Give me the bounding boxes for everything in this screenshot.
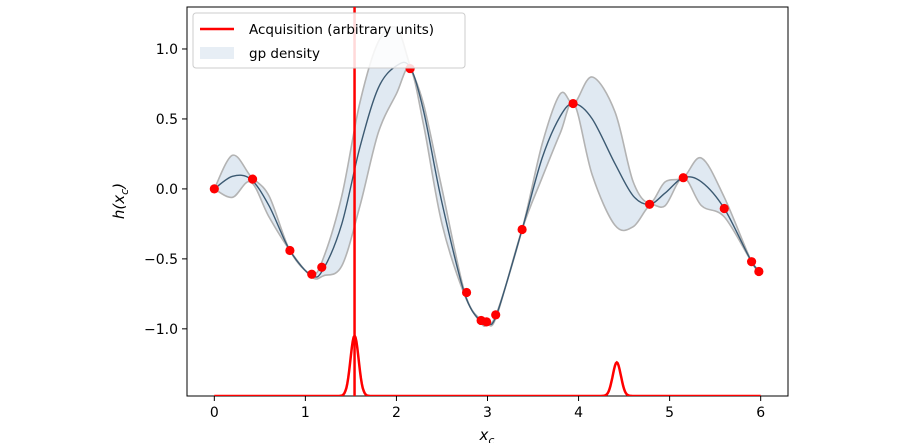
legend: Acquisition (arbitrary units) gp density bbox=[192, 12, 466, 69]
y-tick-label: 1.0 bbox=[156, 42, 178, 58]
y-axis-label: h(xc) bbox=[110, 183, 131, 219]
gp-lower-bound bbox=[213, 66, 762, 327]
legend-swatch-gp-density bbox=[200, 47, 234, 59]
x-axis-label: xc bbox=[479, 426, 495, 443]
x-tick-label: 5 bbox=[665, 405, 674, 421]
y-axis-ticks: 1.0 0.5 0.0 −0.5 −1.0 bbox=[144, 42, 187, 338]
y-tick-label: 0.0 bbox=[156, 182, 178, 198]
x-tick-label: 1 bbox=[301, 405, 310, 421]
plot-frame bbox=[186, 6, 789, 397]
legend-label-acquisition: Acquisition (arbitrary units) bbox=[249, 22, 434, 38]
x-tick-label: 6 bbox=[756, 405, 765, 421]
observation-point bbox=[461, 287, 472, 298]
observation-point bbox=[568, 98, 578, 109]
observation-point bbox=[247, 174, 258, 184]
y-tick-label: 0.5 bbox=[156, 112, 178, 128]
observation-point bbox=[719, 203, 729, 214]
observation-point bbox=[491, 310, 501, 320]
y-tick-label: −1.0 bbox=[144, 322, 178, 338]
observation-point bbox=[517, 224, 527, 235]
x-axis-ticks: 0 1 2 3 4 5 6 bbox=[210, 396, 765, 421]
observation-point bbox=[307, 269, 317, 279]
observation-point bbox=[285, 245, 295, 256]
observation-point bbox=[678, 173, 688, 183]
plot-area bbox=[209, 7, 764, 396]
legend-label-gp-density: gp density bbox=[249, 46, 320, 62]
x-tick-label: 0 bbox=[210, 405, 219, 421]
x-tick-label: 4 bbox=[574, 405, 583, 421]
observation-point bbox=[481, 317, 492, 327]
y-tick-label: −0.5 bbox=[144, 252, 178, 268]
x-tick-label: 3 bbox=[483, 405, 492, 421]
observation-point bbox=[209, 184, 219, 194]
legend-box bbox=[192, 12, 466, 69]
observation-point bbox=[754, 266, 764, 277]
observation-point bbox=[317, 262, 327, 272]
x-tick-label: 2 bbox=[392, 405, 401, 421]
observation-point bbox=[746, 257, 757, 267]
observation-point bbox=[644, 199, 655, 209]
